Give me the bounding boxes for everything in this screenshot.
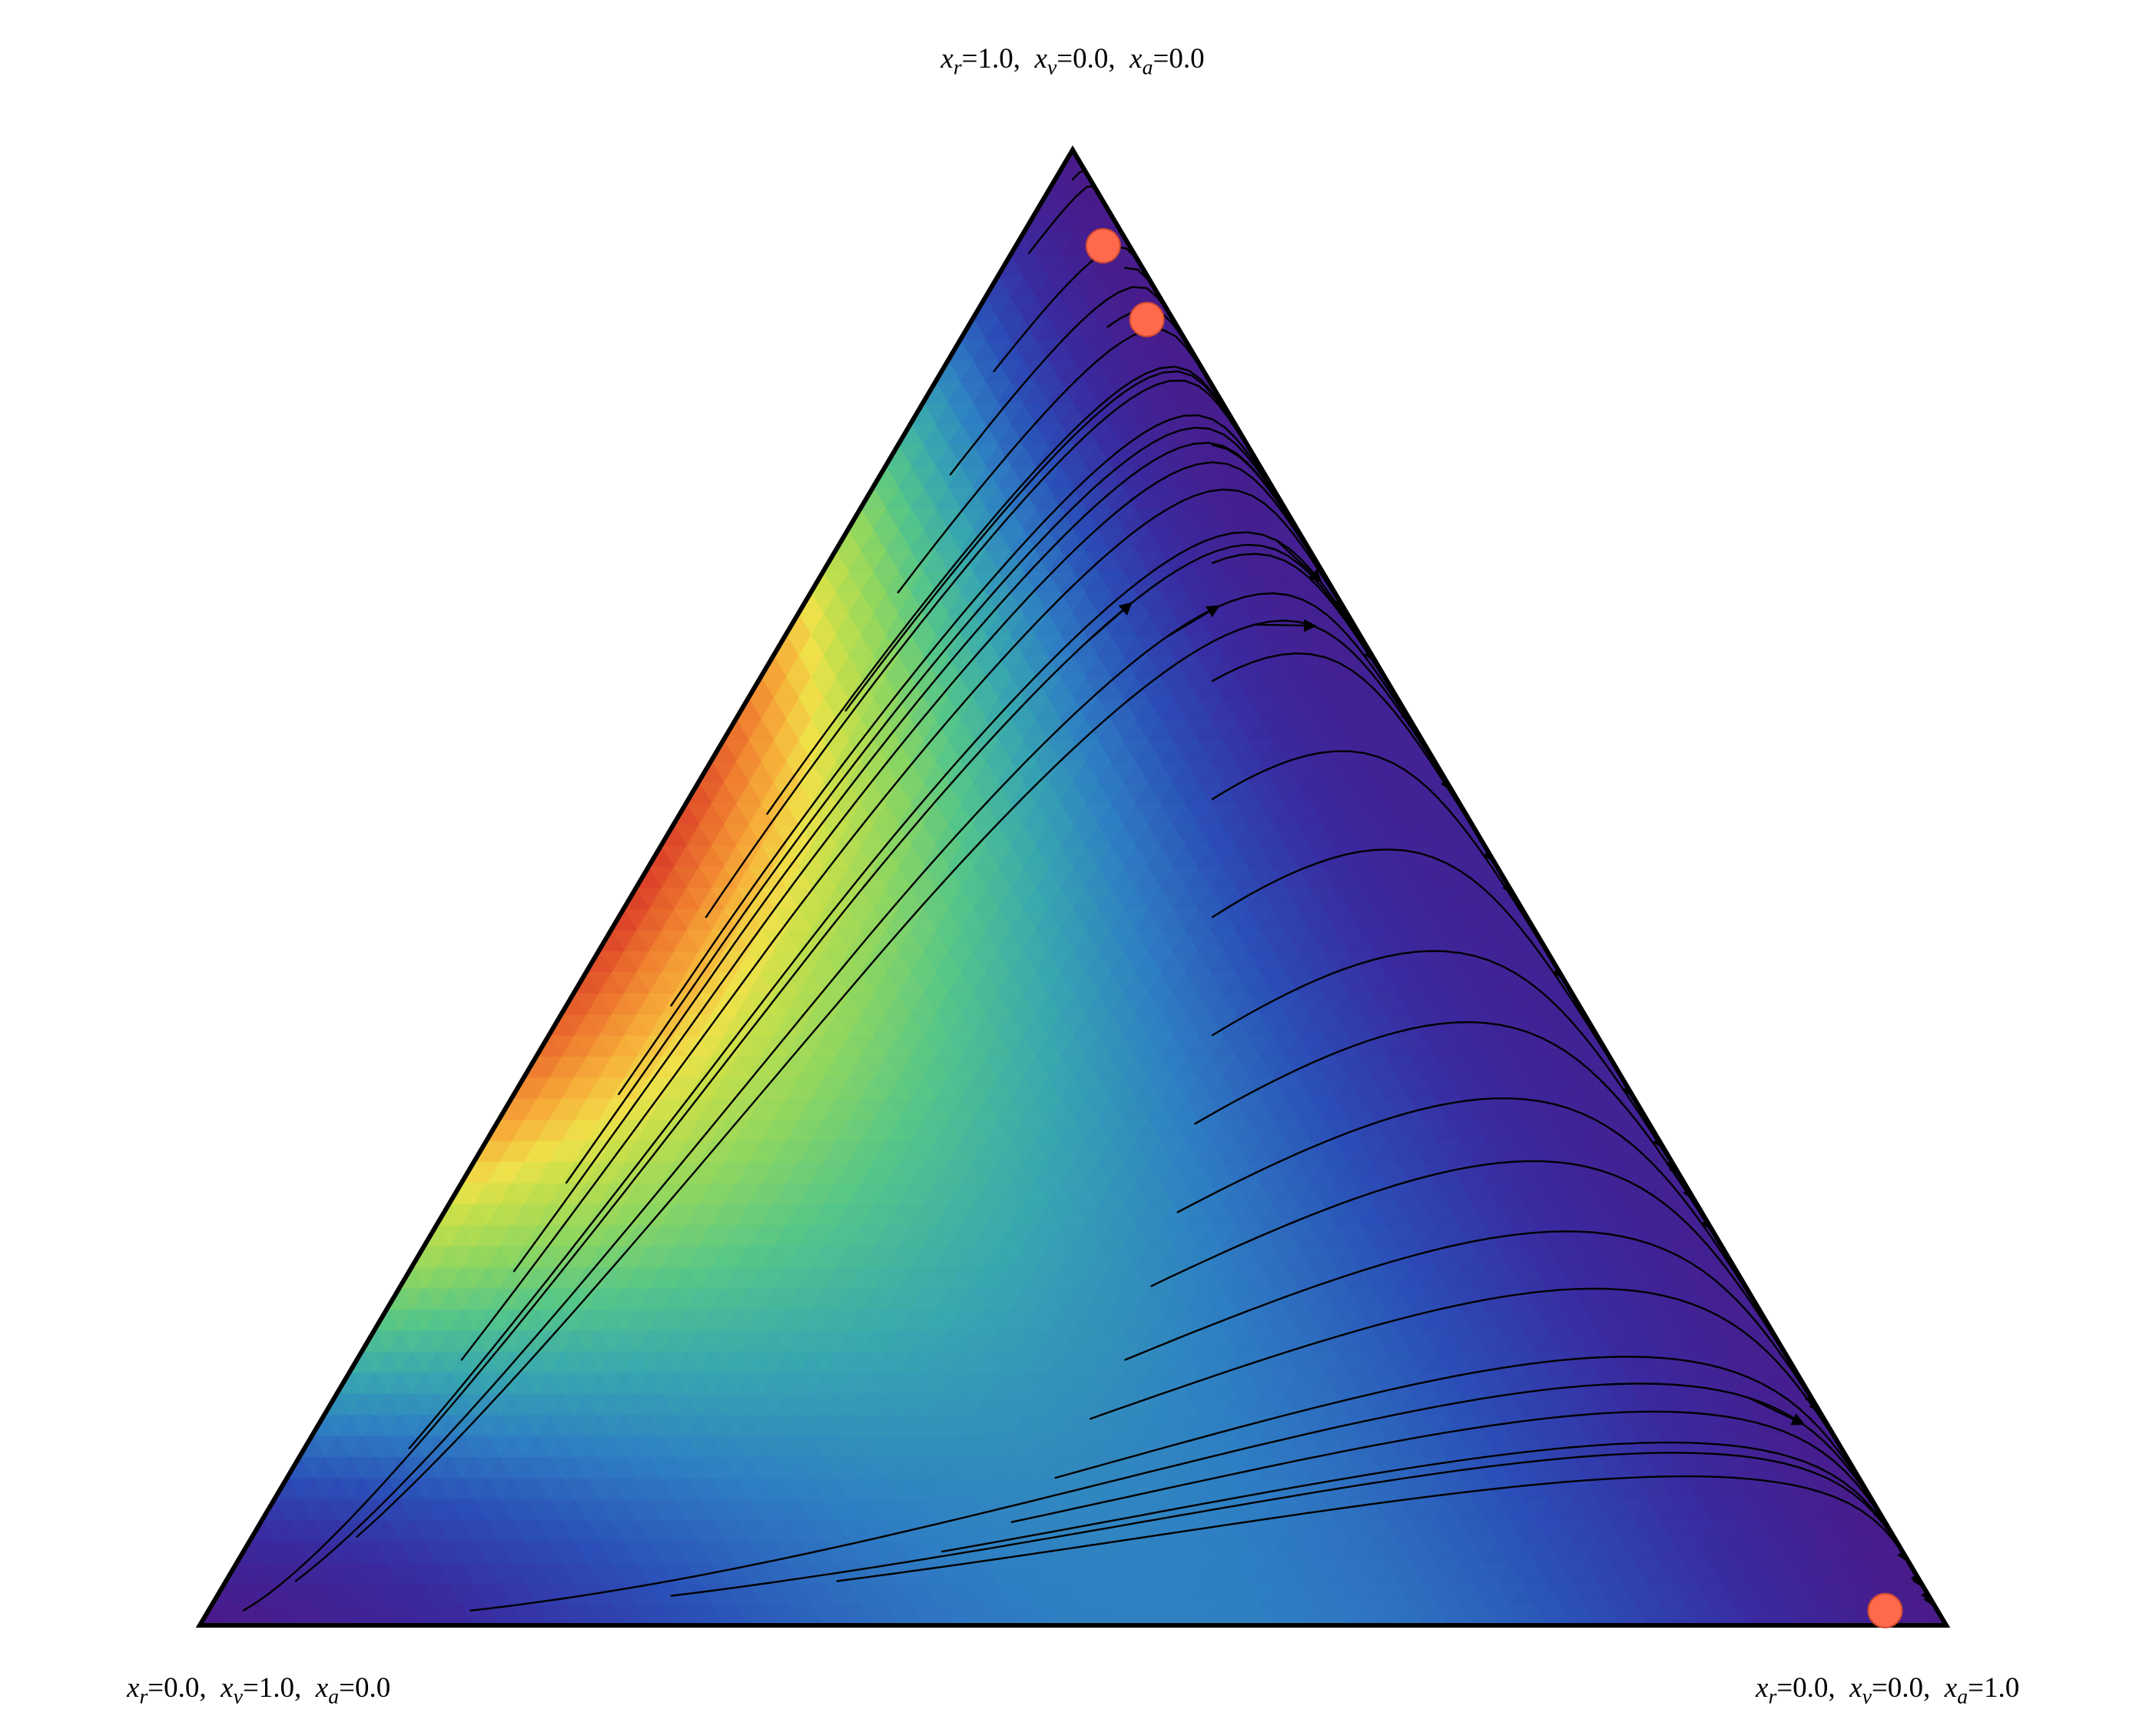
fixed-point-corner-xa <box>1868 1594 1902 1628</box>
streamline-arrow <box>1255 625 1313 626</box>
velocity-density-background <box>200 150 1946 1625</box>
ternary-svg <box>0 0 2146 1736</box>
ternary-figure-container: xr=1.0, xv=0.0, xa=0.0 xr=0.0, xv=1.0, x… <box>0 0 2146 1736</box>
vertex-label-top: xr=1.0, xv=0.0, xa=0.0 <box>940 42 1204 80</box>
vertex-label-bottom-right: xr=0.0, xv=0.0, xa=1.0 <box>1756 1671 2019 1709</box>
fixed-point-near-apex-1 <box>1086 229 1120 263</box>
fixed-point-near-apex-2 <box>1130 303 1164 337</box>
vertex-label-bottom-left: xr=0.0, xv=1.0, xa=0.0 <box>127 1671 390 1709</box>
